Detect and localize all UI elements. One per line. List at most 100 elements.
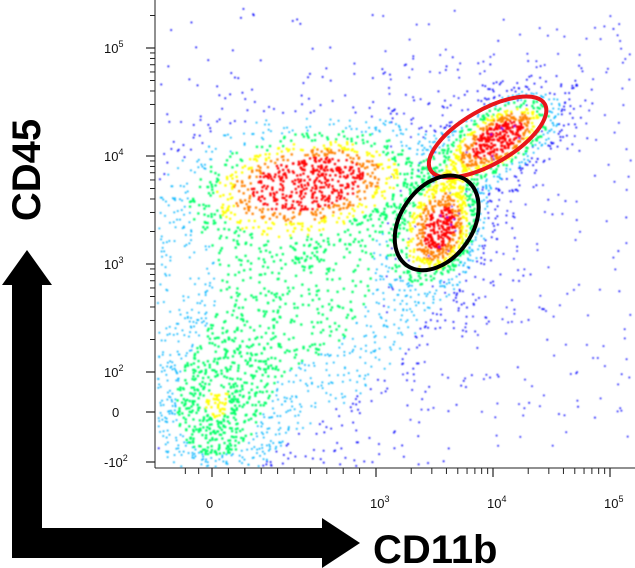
event-dot [241, 388, 244, 391]
event-dot [431, 216, 434, 220]
event-dot [421, 250, 424, 253]
event-dot [427, 306, 429, 309]
event-dot [233, 183, 237, 187]
event-dot [396, 235, 399, 238]
event-dot [452, 134, 454, 136]
event-dot [461, 238, 464, 241]
event-dot [300, 256, 303, 260]
event-dot [449, 150, 453, 153]
event-dot [166, 289, 169, 292]
event-dot [485, 159, 488, 162]
event-dot [189, 331, 191, 333]
event-dot [338, 277, 341, 280]
event-dot [301, 168, 304, 171]
event-dot [482, 118, 486, 121]
event-dot [200, 163, 203, 166]
event-dot [482, 278, 485, 281]
event-dot [212, 429, 216, 433]
event-dot [448, 125, 451, 127]
event-dot [454, 264, 457, 267]
event-dot [209, 130, 212, 133]
event-dot [460, 261, 462, 263]
event-dot [332, 268, 335, 272]
event-dot [426, 343, 429, 346]
event-dot [493, 225, 495, 227]
event-dot [296, 306, 299, 309]
event-dot [416, 175, 419, 178]
event-dot [370, 154, 373, 157]
event-dot [326, 289, 330, 292]
event-dot [465, 190, 468, 193]
event-dot [263, 244, 266, 247]
event-dot [236, 226, 240, 229]
event-dot [438, 247, 441, 251]
event-dot [475, 142, 478, 145]
event-dot [454, 181, 457, 184]
event-dot [434, 200, 437, 203]
event-dot [239, 201, 243, 204]
event-dot [186, 352, 188, 354]
event-dot [510, 158, 514, 161]
event-dot [393, 323, 396, 326]
event-dot [199, 178, 202, 181]
event-dot [410, 118, 413, 121]
event-dot [198, 419, 201, 422]
event-dot [574, 79, 577, 82]
event-dot [346, 216, 349, 219]
event-dot [381, 233, 384, 235]
event-dot [382, 292, 385, 294]
event-dot [385, 215, 388, 219]
event-dot [256, 448, 258, 451]
event-dot [190, 230, 193, 233]
event-dot [291, 129, 294, 132]
event-dot [409, 419, 412, 421]
event-dot [296, 222, 300, 225]
event-dot [215, 398, 218, 401]
event-dot [235, 202, 238, 205]
event-dot [256, 435, 258, 438]
event-dot [559, 304, 561, 307]
event-dot [465, 145, 468, 148]
event-dot [223, 227, 226, 231]
event-dot [190, 386, 193, 389]
event-dot [413, 217, 416, 221]
event-dot [352, 183, 355, 186]
event-dot [413, 220, 416, 224]
event-dot [255, 159, 259, 162]
event-dot [526, 78, 528, 81]
event-dot [483, 145, 486, 148]
event-dot [304, 455, 307, 458]
event-dot [478, 151, 482, 154]
event-dot [507, 157, 511, 160]
event-dot [362, 181, 365, 184]
event-dot [371, 160, 374, 163]
event-dot [291, 259, 294, 262]
event-dot [389, 362, 391, 365]
event-dot [191, 344, 194, 346]
event-dot [375, 239, 378, 242]
event-dot [625, 216, 628, 219]
event-dot [415, 234, 419, 237]
event-dot [313, 200, 316, 203]
event-dot [474, 123, 477, 126]
event-dot [612, 28, 615, 30]
event-dot [325, 362, 328, 365]
event-dot [573, 289, 575, 291]
event-dot [168, 333, 171, 335]
event-dot [458, 273, 461, 276]
event-dot [504, 146, 507, 150]
event-dot [408, 278, 411, 281]
event-dot [215, 453, 218, 456]
event-dot [189, 234, 192, 236]
event-dot [236, 242, 239, 245]
event-dot [202, 387, 206, 390]
event-dot [241, 201, 244, 204]
event-dot [209, 379, 213, 382]
event-dot [412, 367, 415, 370]
event-dot [222, 194, 225, 197]
event-dot [361, 249, 364, 253]
event-dot [207, 124, 210, 126]
event-dot [488, 184, 491, 187]
event-dot [356, 264, 360, 267]
event-dot [493, 229, 496, 231]
